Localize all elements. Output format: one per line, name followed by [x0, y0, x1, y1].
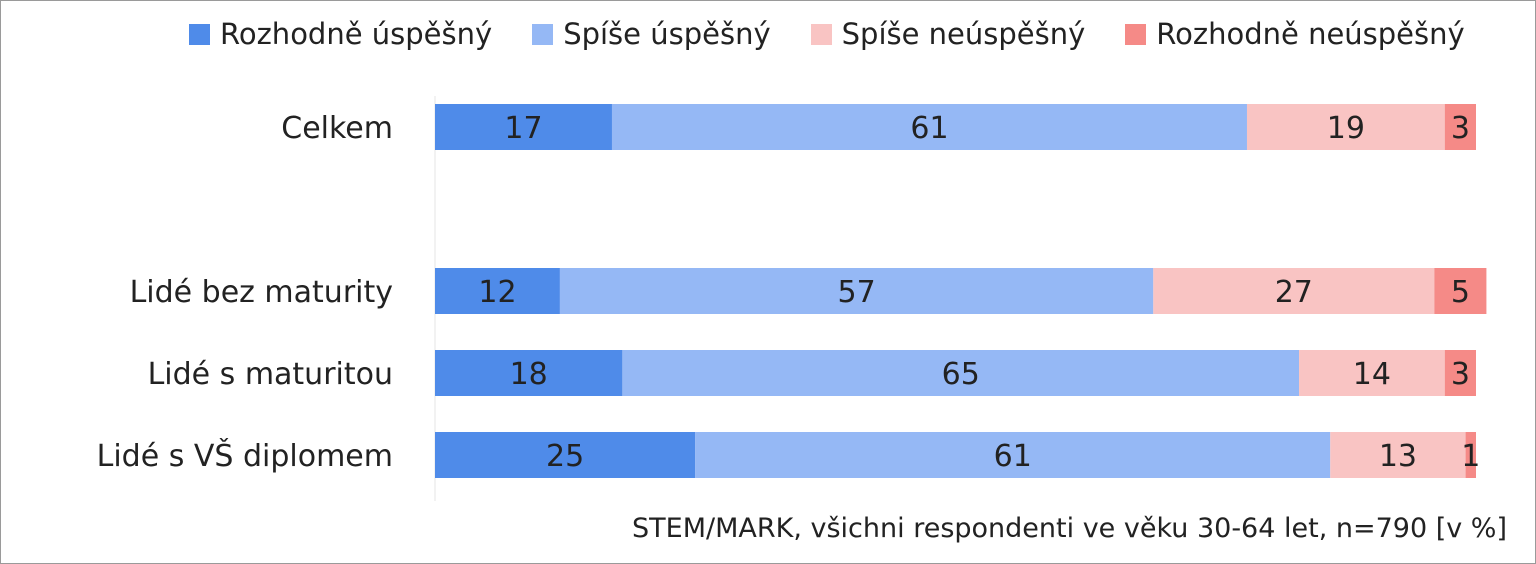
legend-swatch [189, 23, 210, 45]
legend-item-2: Spíše úspěšný [532, 17, 771, 51]
bar-data-label: 14 [1353, 357, 1391, 392]
bar-data-label: 19 [1327, 111, 1365, 146]
legend-label: Spíše neúspěšný [841, 17, 1086, 51]
bar-data-label: 3 [1451, 357, 1470, 392]
bar-segment [622, 350, 1300, 396]
bar-segment [435, 268, 560, 314]
bar-data-label: 12 [478, 275, 516, 310]
category-label: Lidé s VŠ diplomem [97, 437, 393, 474]
bar-segment [1330, 432, 1466, 478]
bar-segment [1444, 104, 1476, 150]
bar-data-label: 13 [1379, 439, 1417, 474]
bar-segment [1465, 432, 1476, 478]
bar-segment [1299, 350, 1445, 396]
bar-data-label: 17 [504, 111, 542, 146]
legend-item-4: Rozhodně neúspěšný [1125, 17, 1465, 51]
chart-source-note: STEM/MARK, všichni respondenti ve věku 3… [632, 513, 1507, 544]
bar-segment [1444, 350, 1476, 396]
legend-label: Rozhodně úspěšný [220, 17, 493, 51]
legend-item-3: Spíše neúspěšný [810, 17, 1086, 51]
legend-swatch [810, 23, 832, 45]
bar-segment [559, 268, 1154, 314]
legend-swatch [1125, 23, 1147, 45]
bar-segment [1153, 268, 1435, 314]
bar-data-label: 61 [910, 111, 948, 146]
legend-swatch [532, 23, 554, 45]
chart-legend: Rozhodně úspěšný Spíše úspěšný Spíše neúsp… [189, 17, 1465, 51]
bar-segment [611, 104, 1247, 150]
legend-label: Rozhodně neúspěšný [1156, 17, 1465, 51]
legend-label: Spíše úspěšný [563, 17, 771, 51]
bar-data-label: 27 [1275, 275, 1313, 310]
category-label: Lidé s maturitou [148, 357, 393, 392]
bar-data-label: 61 [994, 439, 1032, 474]
bar-data-label: 3 [1451, 111, 1470, 146]
bar-segment [695, 432, 1331, 478]
bar-data-label: 57 [838, 275, 876, 310]
category-label: Lidé bez maturity [130, 275, 393, 310]
bar-data-label: 1 [1461, 439, 1480, 474]
bar-segment [1434, 268, 1487, 314]
legend-item-1: Rozhodně úspěšný [189, 17, 492, 51]
bar-data-label: 5 [1451, 275, 1470, 310]
bar-data-label: 25 [546, 439, 584, 474]
bar-segment [435, 432, 696, 478]
category-label: Celkem [281, 111, 393, 146]
bar-segment [435, 104, 612, 150]
bar-segment [1246, 104, 1445, 150]
bar-segment [435, 350, 623, 396]
bar-data-label: 65 [942, 357, 980, 392]
bar-data-label: 18 [510, 357, 548, 392]
